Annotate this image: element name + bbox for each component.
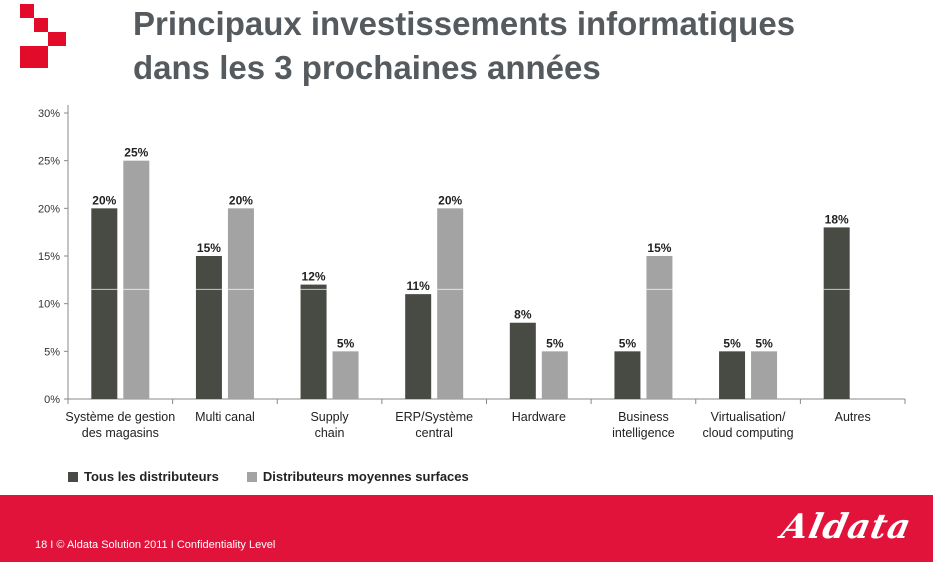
bar-value-label: 20% bbox=[92, 193, 116, 207]
bar-moyennes bbox=[541, 351, 568, 399]
bar-tous bbox=[300, 284, 327, 399]
y-tick-label: 30% bbox=[38, 108, 60, 120]
x-category-label: ERP/Système bbox=[395, 410, 473, 424]
bar-value-label: 15% bbox=[647, 241, 671, 255]
x-category-label: Autres bbox=[835, 410, 871, 424]
bar-value-label: 20% bbox=[229, 193, 253, 207]
bar-value-label: 12% bbox=[302, 270, 326, 284]
footer-text: 18 I © Aldata Solution 2011 I Confidenti… bbox=[35, 539, 276, 551]
y-tick-label: 5% bbox=[44, 346, 60, 358]
x-category-label: chain bbox=[315, 426, 345, 440]
bar-value-label: 5% bbox=[755, 336, 773, 350]
y-tick-label: 20% bbox=[38, 203, 60, 215]
y-tick-label: 10% bbox=[38, 299, 60, 311]
title-line-1: Principaux investissements informatiques bbox=[133, 5, 796, 42]
bar-moyennes bbox=[751, 351, 778, 399]
x-category-label: Business bbox=[618, 410, 669, 424]
bar-value-label: 25% bbox=[124, 146, 148, 160]
bar-moyennes bbox=[123, 160, 150, 399]
x-category-label: Supply bbox=[310, 410, 349, 424]
x-category-label: Hardware bbox=[512, 410, 566, 424]
bar-value-label: 11% bbox=[407, 279, 431, 293]
x-category-label: Multi canal bbox=[195, 410, 255, 424]
x-category-label: central bbox=[415, 426, 453, 440]
bar-value-label: 18% bbox=[825, 212, 849, 226]
legend-label-tous: Tous les distributeurs bbox=[84, 469, 219, 484]
bar-moyennes bbox=[646, 256, 673, 399]
bar-value-label: 20% bbox=[438, 193, 462, 207]
bar-tous bbox=[91, 208, 118, 399]
bar-tous bbox=[823, 227, 850, 399]
y-tick-label: 25% bbox=[38, 156, 60, 168]
legend-item-moyennes: Distributeurs moyennes surfaces bbox=[246, 469, 469, 484]
bar-tous bbox=[195, 256, 222, 399]
legend-swatch-light bbox=[246, 471, 257, 482]
bar-value-label: 15% bbox=[197, 241, 221, 255]
bar-chart: 0% 5% 10% 15% 20% 25% 30% 20% 25% Système de gest… bbox=[38, 105, 906, 440]
bar-value-label: 8% bbox=[514, 308, 532, 322]
legend-item-tous: Tous les distributeurs bbox=[68, 469, 219, 484]
bar-moyennes bbox=[332, 351, 359, 399]
bar-tous bbox=[405, 294, 432, 399]
x-category-label: Système de gestion bbox=[65, 410, 175, 424]
bar-value-label: 5% bbox=[723, 336, 741, 350]
x-category-label: des magasins bbox=[82, 426, 159, 440]
x-category-label: Virtualisation/ bbox=[711, 410, 786, 424]
y-tick-label: 0% bbox=[44, 394, 60, 406]
footer-bar: 18 I © Aldata Solution 2011 I Confidenti… bbox=[0, 495, 933, 562]
bar-value-label: 5% bbox=[546, 336, 564, 350]
bar-value-label: 5% bbox=[619, 336, 637, 350]
bar-tous bbox=[614, 351, 641, 399]
y-tick-label: 15% bbox=[38, 251, 60, 263]
chart-legend: Tous les distributeurs Distributeurs moy… bbox=[68, 469, 497, 484]
title-line-2: dans les 3 prochaines années bbox=[133, 49, 601, 86]
brand-logo-squares bbox=[20, 4, 68, 68]
x-category-label: cloud computing bbox=[703, 426, 794, 440]
bar-value-label: 5% bbox=[337, 336, 355, 350]
legend-label-moyennes: Distributeurs moyennes surfaces bbox=[262, 469, 469, 484]
x-category-label: intelligence bbox=[612, 426, 675, 440]
bar-moyennes bbox=[227, 208, 254, 399]
legend-swatch-dark bbox=[68, 471, 78, 482]
brand-wordmark: Aldata bbox=[777, 507, 916, 547]
bar-tous bbox=[509, 322, 536, 399]
page-title: Principaux investissements informatiques… bbox=[133, 2, 923, 90]
bar-moyennes bbox=[437, 208, 464, 399]
bar-tous bbox=[719, 351, 746, 399]
